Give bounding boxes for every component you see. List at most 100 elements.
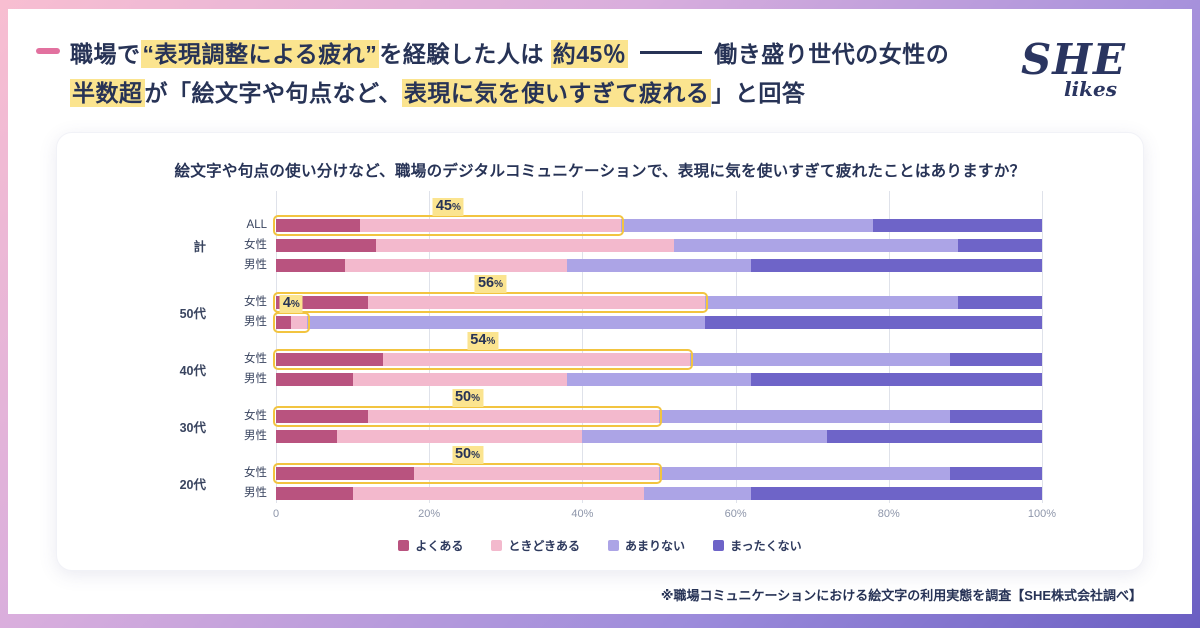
row-label: 女性 <box>244 353 267 366</box>
legend-label: ときどきある <box>508 539 581 554</box>
bar-value-percent-sign: % <box>471 450 481 462</box>
x-tick-label: 0 <box>272 508 280 521</box>
bar-segment <box>750 258 1042 272</box>
bar-segment <box>337 429 583 443</box>
bar-segment <box>567 258 751 272</box>
bar-segment <box>413 466 659 480</box>
row-label: 男性 <box>244 259 267 272</box>
bar-value-percent-sign: % <box>451 202 461 214</box>
x-tick-label: 80% <box>877 508 900 521</box>
gridline <box>429 191 431 504</box>
bar-segment <box>750 372 1042 386</box>
bar-segment <box>375 238 675 252</box>
group-label: 40代 <box>179 363 206 378</box>
chart: 計 ALL 45% 女性 男性 50代 女性 56% 男性 4% 40代 女性 54% 男性 30代 女性 50… <box>158 191 1056 554</box>
legend-item: あまりない <box>608 537 685 554</box>
bar-segment <box>750 486 1042 500</box>
bar-segment <box>276 486 353 500</box>
legend-swatch <box>608 540 620 552</box>
bar-segment <box>291 315 307 329</box>
group-rows: 女性 50% 男性 <box>216 446 1042 503</box>
bar-segment <box>360 218 621 232</box>
title-highlight: “表現調整による疲れ” <box>140 40 380 68</box>
bar-segment <box>957 295 1042 309</box>
x-tick-label: 20% <box>418 508 441 521</box>
row-label: 女性 <box>244 410 267 423</box>
gridline <box>888 191 890 504</box>
bar-value-label: 4% <box>279 295 303 313</box>
bar-row: 女性 <box>216 235 1042 255</box>
bar-row: 男性 <box>216 426 1042 446</box>
title-highlight: 表現に気を使いすぎて疲れる <box>401 78 712 107</box>
header: 職場で“表現調整による疲れ”を経験した人は 約45％ 働き盛り世代の女性の 半数超が… <box>36 35 1144 113</box>
bar-segment <box>276 315 292 329</box>
bar-segment <box>276 352 384 366</box>
row-label: 女性 <box>244 239 267 252</box>
gridline <box>276 191 277 504</box>
group-rows: 女性 56% 男性 4% <box>216 275 1042 333</box>
bar-value-number: 4 <box>282 295 291 312</box>
group-rows: 女性 50% 男性 <box>216 389 1042 446</box>
bar-track: 56% <box>273 275 1042 313</box>
bar-segment <box>276 218 361 232</box>
row-label: 女性 <box>244 296 267 309</box>
bar-track: 50% <box>273 446 1042 484</box>
title-text: 職場で <box>70 41 141 67</box>
gridline <box>735 191 737 504</box>
legend-label: まったくない <box>730 539 802 554</box>
group-label: 計 <box>193 239 206 254</box>
title-line: 半数超が「絵文字や句点など、表現に気を使いすぎて疲れる」と回答 <box>70 74 949 113</box>
bar-row: 女性 56% <box>216 275 1042 313</box>
bar-value-percent-sign: % <box>471 393 481 405</box>
bar-track: 45% <box>273 198 1042 236</box>
bar-value-label: 50% <box>451 446 484 464</box>
title-text: を経験した人は <box>379 41 551 67</box>
page: 職場で“表現調整による疲れ”を経験した人は 約45％ 働き盛り世代の女性の 半数超が… <box>8 9 1192 614</box>
bar-segment <box>276 258 345 272</box>
x-tick-label: 60% <box>724 508 747 521</box>
title-highlight: 半数超 <box>70 78 145 107</box>
bar-segment <box>383 352 690 366</box>
bar-group: 20代 女性 50% 男性 <box>158 446 1042 503</box>
accent-dash <box>36 48 60 54</box>
bar-track: 4% <box>273 295 1042 333</box>
bar-segment <box>306 315 705 329</box>
header-title-block: 職場で“表現調整による疲れ”を経験した人は 約45％ 働き盛り世代の女性の 半数超が… <box>36 35 1021 113</box>
legend-item: ときどきある <box>491 537 580 554</box>
bar-row: 男性 4% <box>216 295 1042 333</box>
x-tick-label: 40% <box>571 508 594 521</box>
bar-value-number: 50 <box>454 389 472 406</box>
bar-segment <box>658 409 951 423</box>
bar-track <box>276 429 1042 443</box>
bar-track <box>276 238 1042 252</box>
bar-segment <box>352 372 568 386</box>
legend-item: まったくない <box>713 537 802 554</box>
bar-segment <box>674 238 958 252</box>
dash-line <box>640 50 703 54</box>
bar-value-number: 50 <box>454 446 472 463</box>
legend-item: よくある <box>398 537 463 554</box>
bar-value-label: 45% <box>432 198 464 216</box>
bar-row: 女性 54% <box>216 332 1042 370</box>
bar-segment <box>689 352 951 366</box>
legend: よくある ときどきある あまりない まったくない <box>158 537 1042 554</box>
x-axis-ticks: 0 20% 40% 60% 80% 100% <box>272 503 1056 523</box>
bar-value-number: 56 <box>477 275 495 292</box>
bar-group: 計 ALL 45% 女性男性 <box>158 198 1042 275</box>
title-line: 職場で“表現調整による疲れ”を経験した人は 約45％ 働き盛り世代の女性の <box>70 35 949 74</box>
legend-swatch <box>491 540 503 552</box>
row-label: ALL <box>246 219 267 232</box>
bar-segment <box>276 372 353 386</box>
group-rows: ALL 45% 女性男性 <box>216 198 1042 275</box>
group-label: 50代 <box>179 306 206 321</box>
bar-segment <box>704 315 1042 329</box>
bar-track: 54% <box>273 332 1042 370</box>
bar-track <box>276 372 1042 386</box>
group-rows: 女性 54% 男性 <box>216 332 1042 389</box>
gridlines <box>276 191 1043 504</box>
chart-title: 絵文字や句点の使い分けなど、職場のデジタルコミュニケーションで、表現に気を使いす… <box>174 163 1026 181</box>
bar-segment <box>367 409 659 423</box>
bar-value-percent-sign: % <box>494 279 503 291</box>
bar-group: 40代 女性 54% 男性 <box>158 332 1042 389</box>
